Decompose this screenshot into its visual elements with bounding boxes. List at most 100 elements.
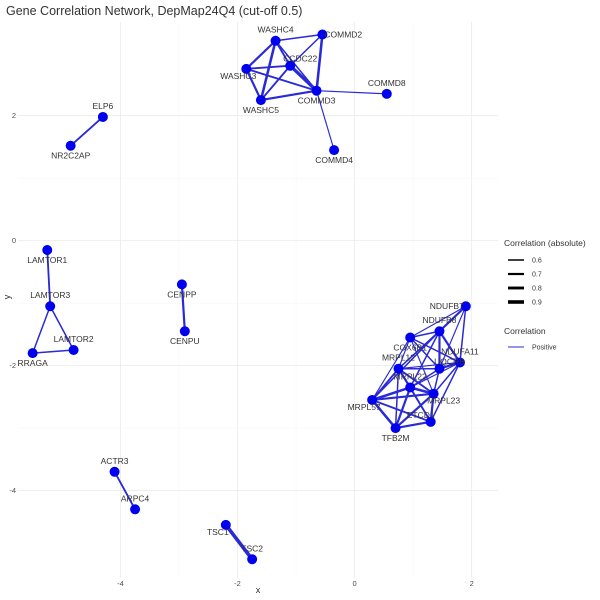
node-label-nr2c2ap: NR2C2AP [51, 151, 91, 161]
edge-cox6b1-ndufa11 [409, 336, 461, 364]
edge-washc5-commd3 [259, 89, 318, 102]
node-lamtor2 [68, 344, 79, 355]
node-label-uqcrb: UQCRB [434, 357, 465, 367]
node-elp6 [97, 111, 108, 122]
edge-washc3-commd3 [245, 67, 318, 92]
edge-uqcrb-mrpl22 [409, 367, 441, 389]
edge-ndufb8-mrpl57 [371, 330, 441, 401]
legend-color-label: Positive [532, 345, 557, 352]
edge-mrpl12-mrpl23 [397, 367, 435, 395]
edge-washc4-commd2 [274, 33, 324, 42]
node-label-arpc4: ARPC4 [121, 493, 150, 503]
edge-cenpp-cenpu [180, 283, 186, 333]
axis-ticks: -4 -2 0 2 -4 -2 0 2 [9, 111, 473, 588]
node-washc5 [255, 95, 266, 106]
node-label-actr3: ACTR3 [101, 456, 129, 466]
edge-ndufa11-mrpl23 [432, 361, 461, 395]
y-tick-label: -2 [9, 361, 16, 370]
edge-layer [31, 33, 467, 562]
node-label-washc4: WASHC4 [258, 25, 294, 35]
x-tick-label: 2 [470, 579, 474, 588]
edge-mrpl57-etcd1 [371, 399, 432, 423]
node-label-tsc2: TSC2 [241, 543, 263, 553]
node-label-washc3: WASHC3 [220, 71, 256, 81]
node-etcd1 [425, 416, 436, 427]
edge-ndufa11-mrpl12 [397, 361, 461, 370]
node-actr3 [109, 466, 120, 477]
node-label-lamtor3: LAMTOR3 [30, 290, 70, 300]
node-washc4 [270, 35, 281, 46]
edge-cox6b1-mrpl57 [371, 336, 411, 401]
edge-ndufb8-mrpl22 [409, 330, 441, 389]
edge-ndufa11-etcd1 [429, 361, 461, 423]
edge-elp6-nr2c2ap [69, 116, 104, 147]
node-label-ndufb7: NDUFB7 [430, 301, 464, 311]
legend-width-label: 0.6 [532, 258, 542, 265]
node-label-tfb2m: TFB2M [382, 433, 410, 443]
node-label-cenpp: CENPP [167, 289, 197, 299]
node-label-mrpl57: MRPL57 [348, 402, 381, 412]
node-arpc4 [130, 504, 141, 515]
node-mrpl23 [428, 388, 439, 399]
edge-ccdc22-washc5 [260, 64, 292, 102]
edge-lamtor2-rraga [31, 349, 75, 354]
node-tsc2 [247, 554, 258, 565]
edge-commd2-ccdc22 [289, 33, 324, 67]
node-label-etcd1: ETCD1 [407, 410, 435, 420]
edge-lamtor3-rraga [31, 305, 51, 354]
node-commd4 [329, 145, 340, 156]
node-ccdc22 [285, 60, 296, 71]
node-label-lamtor2: LAMTOR2 [54, 334, 94, 344]
edge-washc3-washc5 [245, 67, 263, 102]
plot-grid [18, 22, 498, 578]
node-tsc1 [220, 519, 231, 530]
edge-cox6b1-mrpl12 [397, 336, 411, 370]
node-ndufb7 [460, 301, 471, 312]
legend-width-label: 0.8 [532, 286, 542, 293]
edge-cox6b1-mrpl23 [409, 336, 435, 395]
edge-ndufb7-cox6b1 [409, 305, 467, 339]
node-cenpu [179, 326, 190, 337]
legend-width-title: Correlation (absolute) [504, 238, 586, 248]
edge-mrpl22-tfb2m [394, 386, 412, 430]
edge-ndufb7-ndufa11 [459, 305, 467, 364]
node-commd2 [317, 29, 328, 40]
y-axis-title: y [2, 294, 12, 299]
node-label-washc5: WASHC5 [243, 105, 279, 115]
node-ndufb8 [434, 326, 445, 337]
edge-commd3-commd4 [315, 90, 335, 151]
node-label-mrpl23: MRPL23 [427, 396, 460, 406]
edge-ccdc22-washc3 [245, 64, 292, 70]
node-layer [27, 29, 471, 565]
node-nr2c2ap [65, 140, 76, 151]
legend-color-entries: Positive [508, 345, 557, 352]
legend-width-label: 0.9 [532, 300, 542, 307]
node-label-cox6b1: COX6B1 [393, 342, 427, 352]
node-mrpl22 [405, 382, 416, 393]
edge-tfb2m-etcd1 [394, 420, 432, 430]
legend-color-title: Correlation [504, 326, 546, 336]
node-label-ndufb8: NDUFB8 [422, 315, 456, 325]
node-label-commd8: COMMD8 [368, 78, 406, 88]
edge-commd3-commd8 [315, 90, 388, 95]
edge-commd2-commd3 [315, 33, 324, 92]
node-lamtor3 [45, 301, 56, 312]
edge-mrpl57-tfb2m [370, 398, 397, 430]
node-ndufa11 [454, 357, 465, 368]
node-commd8 [381, 88, 392, 99]
legend-width-label: 0.7 [532, 272, 542, 279]
node-mrpl57 [367, 394, 378, 405]
y-tick-label: 0 [12, 236, 16, 245]
edge-ccdc22-commd3 [288, 64, 319, 93]
x-tick-label: -4 [117, 579, 124, 588]
node-uqcrb [434, 363, 445, 374]
node-washc3 [241, 63, 252, 74]
edge-actr3-arpc4 [113, 470, 136, 511]
node-label-commd2: COMMD2 [324, 29, 362, 39]
edge-tsc1-tsc2 [224, 523, 254, 562]
edge-mrpl22-mrpl57 [370, 386, 412, 402]
node-label-layer: WASHC4 COMMD2 CCDC22 WASHC3 COMMD3 WASHC5 COMM… [18, 25, 480, 554]
chart-title: Gene Correlation Network, DepMap24Q4 (cu… [6, 4, 302, 18]
y-tick-label: 2 [12, 111, 16, 120]
